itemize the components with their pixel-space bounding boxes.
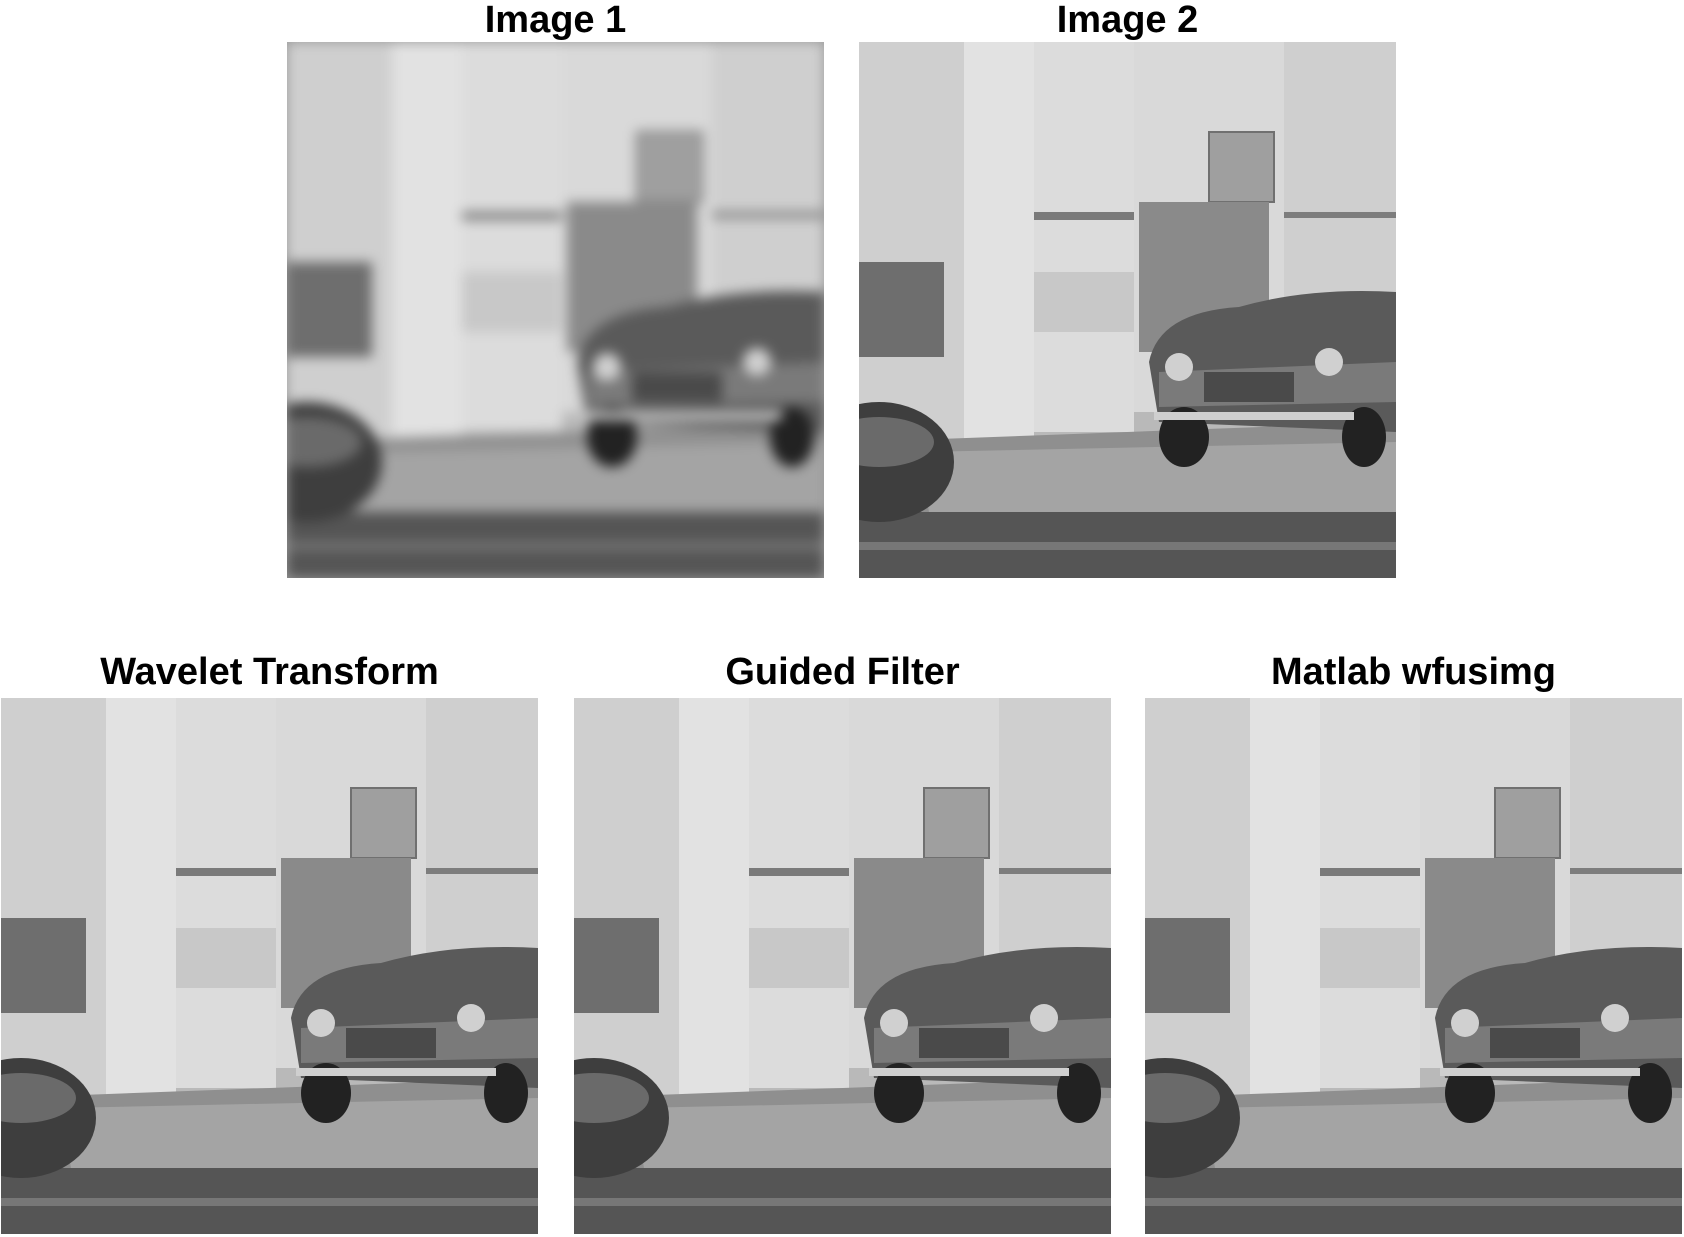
- photo-guided-filter: [574, 698, 1111, 1234]
- panel-title: Wavelet Transform: [100, 651, 439, 693]
- panel-wavelet-transform: Wavelet Transform: [1, 652, 538, 1236]
- photo-matlab-wfusimg: [1145, 698, 1682, 1234]
- panel-matlab-wfusimg: Matlab wfusimg: [1145, 652, 1682, 1236]
- photo-image-2: [859, 42, 1396, 578]
- panel-guided-filter: Guided Filter: [574, 652, 1111, 1236]
- photo-image-1: [287, 42, 824, 578]
- panel-image-1: Image 1: [287, 0, 824, 578]
- panel-title: Matlab wfusimg: [1270, 651, 1557, 693]
- panel-title: Image 2: [1056, 0, 1199, 41]
- photo-wavelet-transform: [1, 698, 538, 1234]
- panel-image-2: Image 2: [859, 0, 1396, 578]
- panel-title: Image 1: [484, 0, 627, 41]
- panel-title: Guided Filter: [725, 651, 960, 693]
